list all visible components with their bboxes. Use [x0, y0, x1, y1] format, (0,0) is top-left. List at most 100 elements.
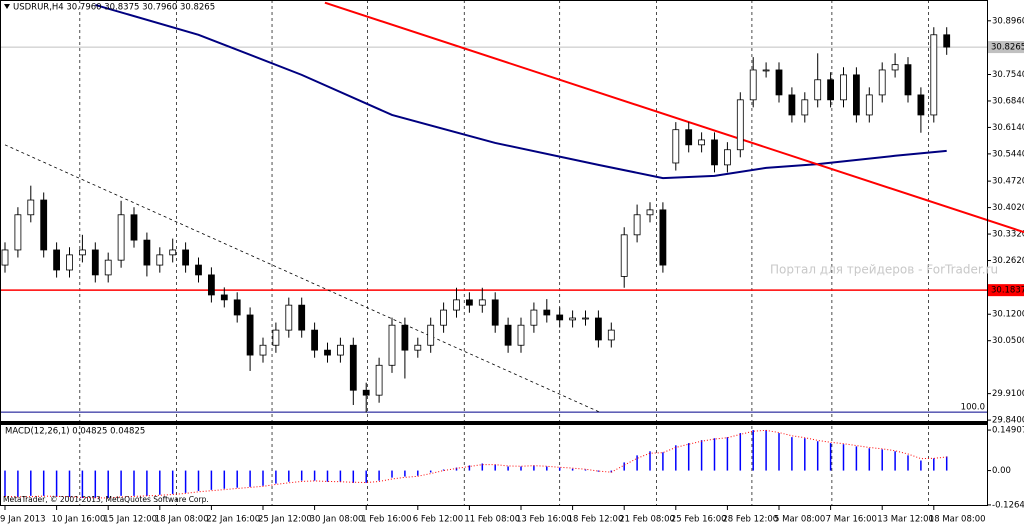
y-tick-label: 0.00 — [992, 466, 1011, 476]
candle-body — [711, 139, 718, 166]
candle-body — [388, 324, 396, 366]
x-tick-label: 5 Mar 08:00 — [774, 515, 825, 525]
y-tick-label: 30.4020 — [992, 203, 1024, 213]
candle-body — [504, 324, 512, 346]
candle-body — [336, 344, 344, 356]
candle-body — [91, 249, 99, 276]
candle-body — [788, 94, 796, 116]
candle-body — [749, 69, 757, 101]
candle-body — [582, 317, 589, 320]
candle-body — [311, 329, 319, 351]
candle-body — [220, 294, 228, 301]
candle-body — [117, 214, 125, 261]
x-tick-label: 13 Mar 12:00 — [877, 515, 934, 525]
candle-body — [685, 129, 693, 146]
candle-body — [53, 249, 60, 271]
candle-body — [840, 74, 847, 101]
candle-body — [556, 314, 564, 321]
y-tick-label: 29.8400 — [992, 416, 1024, 426]
y-tick-label: 30.8960 — [992, 16, 1024, 26]
candle-body — [698, 139, 705, 146]
candle-body — [427, 324, 435, 346]
y-tick-label: 30.5440 — [992, 149, 1024, 159]
candle-body — [827, 79, 834, 101]
y-tick-label: 30.0500 — [992, 336, 1024, 346]
x-tick-label: 7 Mar 16:00 — [826, 515, 877, 525]
candle-body — [349, 344, 357, 391]
x-tick-label: 18 Mar 08:00 — [929, 515, 986, 525]
candle-body — [930, 34, 938, 116]
candle-body — [298, 304, 306, 331]
panel-separator — [0, 421, 988, 424]
candle-body — [801, 99, 809, 116]
candle-body — [375, 364, 383, 396]
signal-line — [4, 429, 947, 499]
price-label: 30.8265 — [991, 43, 1024, 53]
x-tick-label: 28 Feb 12:00 — [722, 515, 778, 525]
y-tick-label: 0.14907 — [992, 426, 1024, 436]
candle-body — [401, 324, 409, 351]
x-tick-label: 18 Jan 08:00 — [155, 515, 209, 525]
candle-body — [169, 249, 177, 256]
x-tick-label: 13 Feb 16:00 — [516, 515, 572, 525]
x-tick-label: 18 Feb 12:00 — [568, 515, 624, 525]
x-tick-label: 10 Jan 16:00 — [52, 515, 106, 525]
candle-body — [182, 249, 190, 266]
candle-body — [878, 69, 886, 96]
candle-body — [853, 74, 860, 116]
candle-body — [775, 69, 783, 96]
candle-body — [285, 304, 293, 331]
candle-body — [814, 79, 822, 101]
watermark: Портал для трейдеров - ForTrader.ru — [770, 263, 998, 277]
price-box — [988, 284, 1024, 297]
candle-body — [246, 314, 254, 356]
candle-body — [478, 299, 486, 306]
y-tick-label: 30.6840 — [992, 96, 1024, 106]
candle-body — [465, 299, 473, 306]
candle-body — [66, 254, 73, 271]
candle-body — [362, 389, 370, 396]
candle-body — [272, 329, 280, 346]
y-tick-label: 30.7540 — [992, 70, 1024, 80]
x-tick-label: 25 Jan 12:00 — [258, 515, 312, 525]
x-tick-label: 6 Feb 12:00 — [413, 515, 463, 525]
candle-body — [233, 299, 241, 316]
candle-body — [917, 94, 925, 116]
candle-body — [595, 317, 602, 341]
candle-body — [324, 349, 331, 356]
y-tick-label: 30.1200 — [992, 310, 1024, 320]
candle-body — [130, 214, 138, 241]
candle-body — [646, 209, 654, 216]
candle-body — [104, 259, 112, 276]
x-tick-label: 22 Jan 16:00 — [206, 515, 260, 525]
candle-body — [736, 99, 744, 151]
candle-body — [762, 69, 770, 72]
candle-body — [453, 299, 460, 311]
candle-body — [724, 149, 731, 166]
candle-body — [40, 199, 48, 251]
overlay-line — [95, 3, 947, 180]
y-tick-label: 30.4720 — [992, 177, 1024, 187]
chart-title: USDRUR,H4 30.7960 30.8375 30.7960 30.826… — [13, 3, 215, 13]
macd-title: MACD(12,26,1) 0.04825 0.04825 — [5, 427, 145, 437]
title-icon — [4, 4, 10, 9]
candle-body — [659, 209, 667, 266]
x-tick-label: 30 Jan 08:00 — [310, 515, 364, 525]
y-tick-label: 29.9100 — [992, 389, 1024, 399]
macd-frame — [0, 424, 988, 506]
candle-body — [143, 239, 151, 266]
candle-body — [195, 264, 202, 276]
candle-body — [904, 64, 912, 96]
y-tick-label: 30.3320 — [992, 230, 1024, 240]
y-tick-label: 30.2620 — [992, 256, 1024, 266]
candle-body — [259, 344, 267, 356]
x-tick-label: 15 Jan 12:00 — [103, 515, 157, 525]
candle-body — [440, 309, 448, 326]
candle-body — [517, 324, 525, 346]
candle-body — [27, 199, 35, 216]
candle-body — [891, 64, 899, 71]
candle-body — [79, 249, 86, 256]
x-tick-label: 21 Feb 08:00 — [619, 515, 675, 525]
